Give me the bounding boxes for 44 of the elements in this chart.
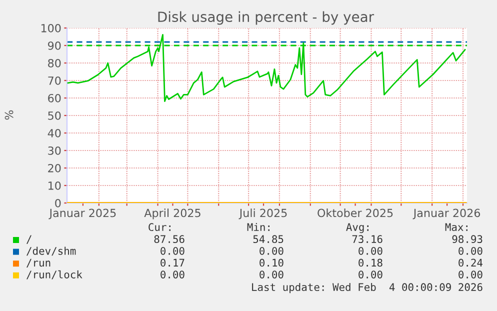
y-tick-label: 70: [48, 76, 61, 85]
text: 0.17: [160, 258, 184, 267]
text: 0.00: [358, 246, 382, 255]
legend-label: /run: [26, 258, 50, 268]
y-tick-label: 50: [48, 111, 61, 120]
text: 98.93: [452, 235, 482, 244]
y-tick-label: 60: [48, 94, 61, 102]
text: 0.00: [260, 246, 284, 255]
text: 0.00: [160, 246, 184, 255]
text: 0.00: [260, 270, 284, 278]
text: 0.10: [260, 258, 284, 267]
x-tick-label: Januar 2026: [412, 208, 480, 220]
legend-label: /run/lock: [26, 270, 82, 280]
text: 87.56: [154, 235, 184, 244]
y-axis-title: %: [4, 110, 14, 120]
text: 0.00: [458, 270, 482, 278]
x-tick-label: Januar 2025: [48, 208, 116, 220]
legend-label: /dev/shm: [26, 246, 76, 256]
text: 0.00: [358, 270, 382, 278]
text: 73.16: [352, 235, 382, 244]
x-tick-label: April 2025: [144, 208, 200, 220]
y-tick-label: 10: [48, 181, 61, 190]
text: 0.18: [358, 258, 382, 267]
text: 54.85: [253, 235, 284, 244]
y-tick-label: 20: [48, 164, 61, 172]
y-tick-label: 90: [48, 41, 61, 50]
y-tick-label: 80: [48, 58, 61, 68]
y-tick-label: 30: [48, 146, 61, 155]
text: Max:: [445, 223, 468, 232]
text: Min:: [247, 222, 270, 231]
y-tick-label: 0: [55, 198, 61, 208]
x-tick-label: Oktober 2025: [318, 208, 393, 218]
text: Cur:: [148, 223, 170, 232]
y-tick-label: 40: [48, 128, 61, 138]
text: 0.24: [458, 258, 483, 267]
text: 0.00: [160, 270, 184, 278]
text: Avg:: [346, 223, 368, 234]
legend-label: /: [26, 235, 32, 244]
text: Last update: Wed Feb 4 00:00:09 2026: [252, 282, 482, 294]
text: 0.00: [458, 246, 482, 255]
line-series: [67, 34, 466, 102]
y-tick-label: 100: [41, 24, 61, 32]
chart-title: Disk usage in percent - by year: [158, 11, 374, 25]
x-tick-label: Juli 2025: [238, 208, 287, 220]
